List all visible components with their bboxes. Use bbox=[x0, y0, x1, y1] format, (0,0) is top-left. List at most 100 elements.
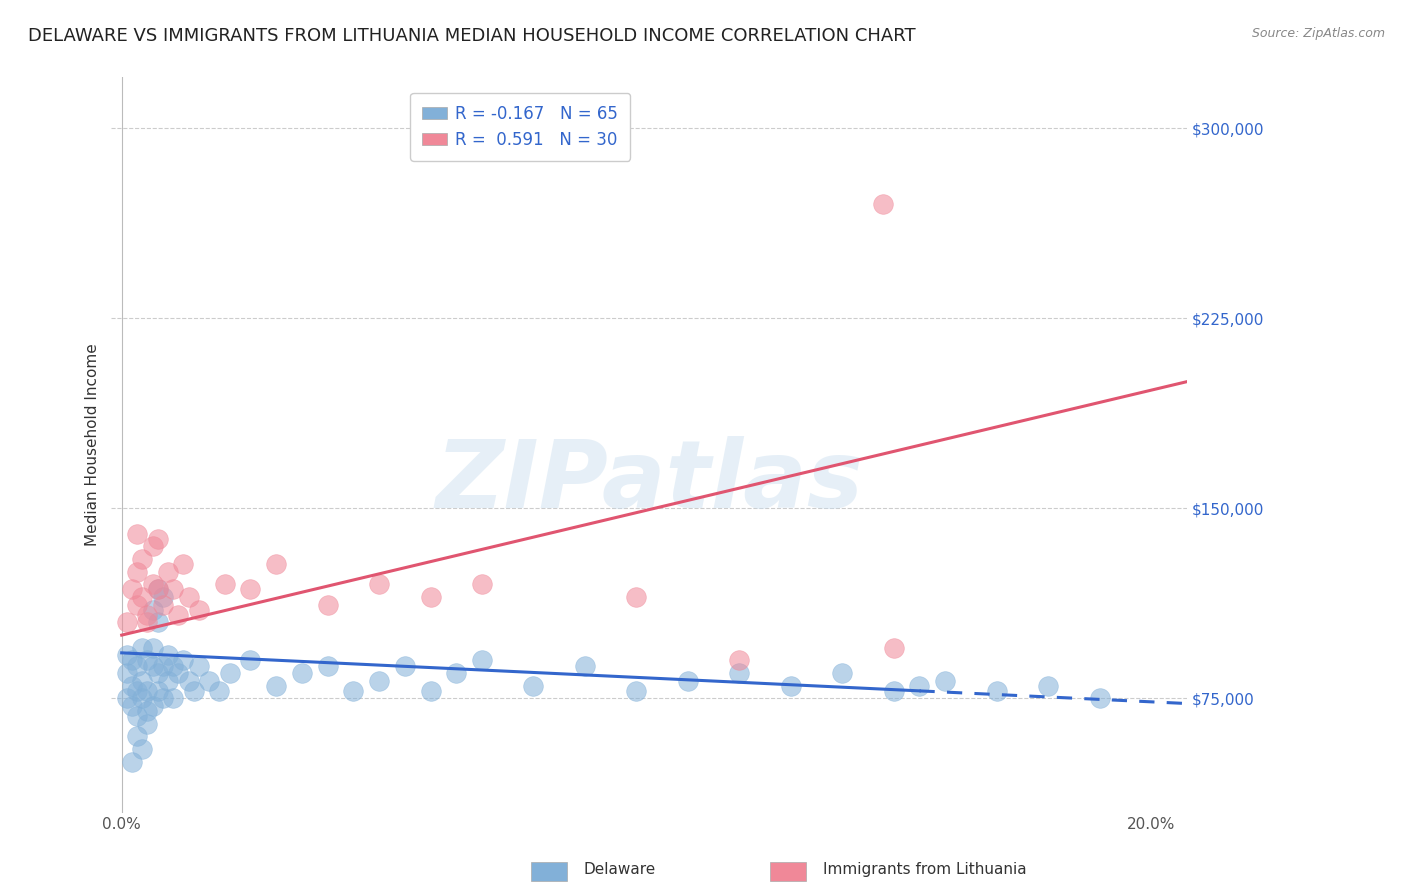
Point bbox=[167, 666, 190, 681]
Point bbox=[187, 658, 209, 673]
Point bbox=[121, 679, 143, 693]
Point bbox=[136, 615, 159, 630]
Point bbox=[142, 640, 165, 655]
Point bbox=[187, 603, 209, 617]
Point bbox=[883, 684, 905, 698]
Point bbox=[121, 653, 143, 667]
Point bbox=[162, 691, 184, 706]
Point bbox=[115, 691, 138, 706]
Point bbox=[218, 666, 240, 681]
Point bbox=[136, 704, 159, 718]
Point bbox=[152, 691, 174, 706]
Point bbox=[239, 582, 262, 597]
Point bbox=[239, 653, 262, 667]
Point bbox=[291, 666, 314, 681]
Point bbox=[131, 590, 153, 604]
Point bbox=[728, 666, 751, 681]
Point bbox=[1088, 691, 1111, 706]
Point bbox=[728, 653, 751, 667]
Point bbox=[574, 658, 596, 673]
Point bbox=[146, 684, 169, 698]
Point bbox=[121, 699, 143, 714]
Point bbox=[142, 577, 165, 591]
Point bbox=[162, 658, 184, 673]
Point bbox=[316, 598, 339, 612]
Point bbox=[177, 673, 200, 688]
Point bbox=[177, 590, 200, 604]
Point bbox=[626, 684, 648, 698]
Point bbox=[316, 658, 339, 673]
Point bbox=[127, 730, 149, 744]
Point bbox=[831, 666, 853, 681]
Point bbox=[471, 577, 494, 591]
Point bbox=[471, 653, 494, 667]
Point bbox=[394, 658, 416, 673]
Point bbox=[127, 598, 149, 612]
Point bbox=[115, 666, 138, 681]
Point bbox=[368, 577, 391, 591]
Point bbox=[883, 640, 905, 655]
Point bbox=[146, 666, 169, 681]
Point bbox=[131, 691, 153, 706]
Point bbox=[121, 755, 143, 769]
Point bbox=[676, 673, 699, 688]
Point bbox=[908, 679, 931, 693]
Point bbox=[342, 684, 364, 698]
Point bbox=[136, 684, 159, 698]
Text: Delaware: Delaware bbox=[583, 863, 655, 877]
Point bbox=[172, 653, 194, 667]
Text: Source: ZipAtlas.com: Source: ZipAtlas.com bbox=[1251, 27, 1385, 40]
Point bbox=[934, 673, 956, 688]
Point bbox=[264, 679, 287, 693]
Y-axis label: Median Household Income: Median Household Income bbox=[86, 343, 100, 547]
Point bbox=[162, 582, 184, 597]
Point bbox=[172, 557, 194, 571]
Point bbox=[368, 673, 391, 688]
Point bbox=[214, 577, 236, 591]
Point bbox=[131, 742, 153, 756]
Point bbox=[522, 679, 544, 693]
Point bbox=[131, 673, 153, 688]
Text: ZIPatlas: ZIPatlas bbox=[436, 436, 863, 528]
Point bbox=[152, 658, 174, 673]
Point bbox=[127, 565, 149, 579]
Point bbox=[127, 526, 149, 541]
Point bbox=[419, 590, 441, 604]
Point bbox=[136, 653, 159, 667]
Point bbox=[419, 684, 441, 698]
Point bbox=[157, 565, 180, 579]
Point bbox=[121, 582, 143, 597]
Point bbox=[146, 582, 169, 597]
Point bbox=[446, 666, 468, 681]
Point bbox=[183, 684, 205, 698]
Point bbox=[208, 684, 231, 698]
Point bbox=[986, 684, 1008, 698]
Point bbox=[146, 582, 169, 597]
Point bbox=[626, 590, 648, 604]
Point bbox=[198, 673, 221, 688]
Point bbox=[131, 552, 153, 566]
Point bbox=[157, 673, 180, 688]
Point bbox=[142, 658, 165, 673]
Point bbox=[146, 532, 169, 546]
Point bbox=[127, 658, 149, 673]
Point bbox=[152, 590, 174, 604]
Point bbox=[115, 615, 138, 630]
Point bbox=[115, 648, 138, 663]
Point bbox=[136, 716, 159, 731]
Legend: R = -0.167   N = 65, R =  0.591   N = 30: R = -0.167 N = 65, R = 0.591 N = 30 bbox=[411, 93, 630, 161]
Point bbox=[157, 648, 180, 663]
Point bbox=[127, 684, 149, 698]
Text: DELAWARE VS IMMIGRANTS FROM LITHUANIA MEDIAN HOUSEHOLD INCOME CORRELATION CHART: DELAWARE VS IMMIGRANTS FROM LITHUANIA ME… bbox=[28, 27, 915, 45]
Point bbox=[131, 640, 153, 655]
Text: Immigrants from Lithuania: Immigrants from Lithuania bbox=[823, 863, 1026, 877]
Point bbox=[142, 603, 165, 617]
Point bbox=[152, 598, 174, 612]
Point bbox=[264, 557, 287, 571]
Point bbox=[1036, 679, 1059, 693]
Point bbox=[167, 607, 190, 622]
Point bbox=[872, 197, 894, 211]
Point bbox=[779, 679, 801, 693]
Point bbox=[142, 699, 165, 714]
Point bbox=[146, 615, 169, 630]
